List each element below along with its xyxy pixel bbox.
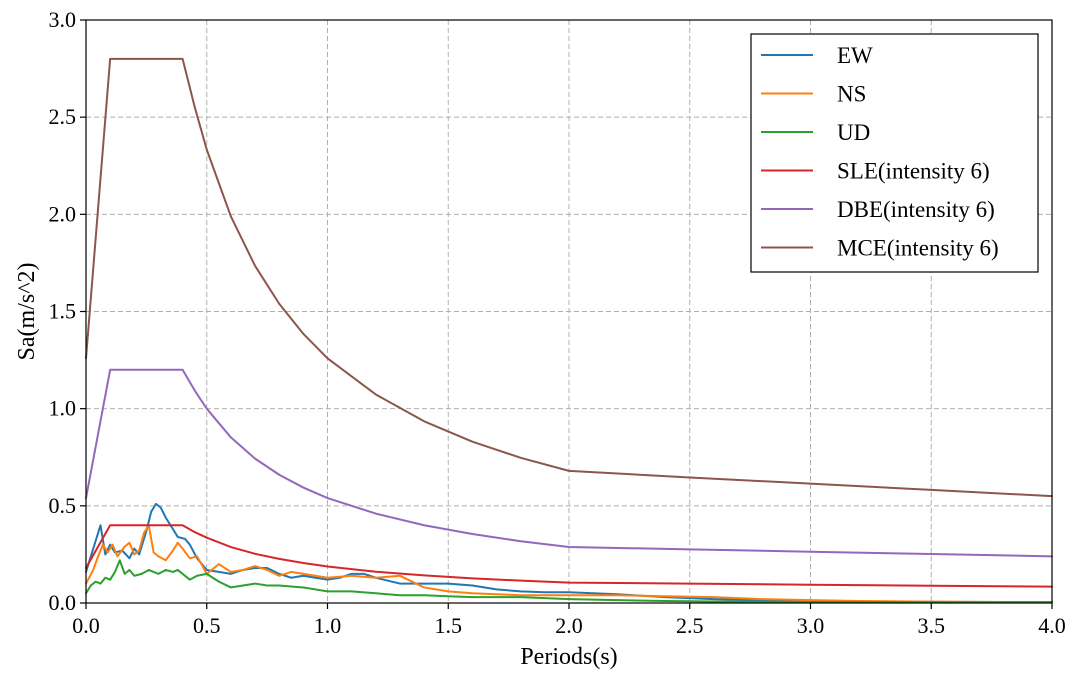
x-tick-label: 0.0 (72, 613, 100, 638)
series-line-dbe-intensity-6 (85, 368, 1053, 558)
y-tick-label: 2.5 (49, 104, 77, 129)
x-tick-label: 4.0 (1038, 613, 1066, 638)
ticks: 0.0 0.5 1.0 1.5 2.0 2.5 3.0 3.5 4.0 0.0 0.5 1.0 1.5 2… (49, 7, 1066, 638)
x-tick-label: 0.5 (193, 613, 221, 638)
y-tick-label: 0.0 (49, 590, 77, 615)
series-line-ns (85, 524, 1053, 604)
legend-label: EW (837, 43, 873, 68)
series-line-mce-intensity-6 (85, 57, 1053, 498)
legend-box (750, 33, 1039, 273)
legend-label: DBE(intensity 6) (837, 197, 995, 222)
y-axis-title: Sa(m/s^2) (14, 263, 40, 361)
x-tick-label: 3.5 (918, 613, 946, 638)
y-tick-label: 1.0 (49, 396, 77, 421)
legend-label: NS (837, 82, 866, 107)
x-tick-label: 1.5 (435, 613, 463, 638)
series-line-ud (85, 559, 1053, 604)
legend-label: MCE(intensity 6) (837, 236, 999, 261)
y-tick-label: 3.0 (49, 7, 77, 32)
y-tick-label: 1.5 (49, 299, 77, 324)
x-tick-label: 1.0 (314, 613, 342, 638)
legend-label: UD (837, 120, 870, 145)
series-layer (85, 57, 1053, 604)
y-tick-label: 0.5 (49, 493, 77, 518)
legend: EW NS UD SLE(intensity 6) DBE(intensity 6) MC… (750, 33, 1039, 273)
legend-label: SLE(intensity 6) (837, 159, 990, 184)
x-tick-label: 2.5 (676, 613, 704, 638)
x-axis-title: Periods(s) (520, 644, 617, 670)
x-tick-label: 2.0 (555, 613, 583, 638)
y-tick-label: 2.0 (49, 201, 77, 226)
x-tick-label: 3.0 (797, 613, 825, 638)
series-line-sle-intensity-6 (85, 524, 1053, 588)
